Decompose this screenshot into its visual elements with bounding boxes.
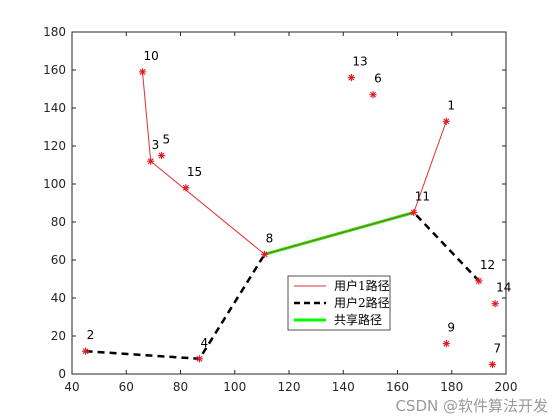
point-marker-10 <box>138 68 147 76</box>
point-marker-8 <box>260 250 269 258</box>
legend-label-3: 共享路径 <box>334 312 382 327</box>
point-marker-7 <box>488 360 497 369</box>
y-tick-label: 140 <box>43 101 66 115</box>
y-tick-label: 180 <box>43 25 66 39</box>
legend-label-2: 用户2路径 <box>334 295 390 310</box>
x-tick-label: 160 <box>386 380 409 394</box>
point-marker-3 <box>147 157 155 165</box>
y-tick-label: 100 <box>43 177 66 191</box>
x-tick-label: 40 <box>64 380 79 394</box>
point-marker-2 <box>81 347 90 355</box>
point-label-8: 8 <box>266 231 274 245</box>
point-label-9: 9 <box>447 321 455 335</box>
point-label-13: 13 <box>352 55 367 69</box>
point-marker-14 <box>491 300 499 308</box>
point-label-12: 12 <box>480 258 495 272</box>
y-tick-label: 20 <box>51 329 66 343</box>
x-tick-label: 140 <box>332 380 355 394</box>
y-tick-label: 60 <box>51 253 66 267</box>
x-tick-label: 100 <box>223 380 246 394</box>
point-label-3: 3 <box>152 138 160 152</box>
x-tick-label: 120 <box>278 380 301 394</box>
x-tick-label: 60 <box>119 380 134 394</box>
series-line-2 <box>85 211 480 361</box>
point-label-11: 11 <box>415 190 430 204</box>
point-label-7: 7 <box>493 342 501 356</box>
x-axis-ticks: 40 60 80 100 120 140 160 180 200 <box>64 32 517 394</box>
x-tick-label: 180 <box>440 380 463 394</box>
point-label-6: 6 <box>374 72 382 86</box>
y-tick-label: 160 <box>43 63 66 77</box>
point-marker-5 <box>157 151 166 160</box>
point-marker-4 <box>195 355 204 363</box>
point-marker-1 <box>442 117 450 125</box>
point-label-4: 4 <box>200 336 208 350</box>
markers-layer <box>81 68 499 369</box>
point-label-14: 14 <box>496 281 511 295</box>
point-marker-11 <box>410 208 418 217</box>
point-marker-6 <box>369 91 377 99</box>
point-label-10: 10 <box>144 49 159 63</box>
point-label-2: 2 <box>87 328 95 342</box>
point-marker-9 <box>442 340 450 348</box>
legend-label-1: 用户1路径 <box>334 278 390 293</box>
point-marker-15 <box>182 184 190 192</box>
y-tick-label: 120 <box>43 139 66 153</box>
x-tick-label: 80 <box>173 380 188 394</box>
point-marker-12 <box>475 277 483 285</box>
y-axis-ticks: 0 20 40 60 80 100 120 140 160 180 <box>43 25 506 381</box>
point-marker-13 <box>347 74 355 82</box>
series-line-1-overlay <box>264 212 414 255</box>
point-label-15: 15 <box>187 165 202 179</box>
y-tick-label: 80 <box>51 215 66 229</box>
point-label-5: 5 <box>163 133 171 147</box>
point-label-1: 1 <box>447 98 455 112</box>
watermark: CSDN @软件算法开发 <box>395 397 548 415</box>
y-tick-label: 40 <box>51 291 66 305</box>
y-tick-label: 0 <box>58 367 66 381</box>
x-tick-label: 200 <box>495 380 518 394</box>
